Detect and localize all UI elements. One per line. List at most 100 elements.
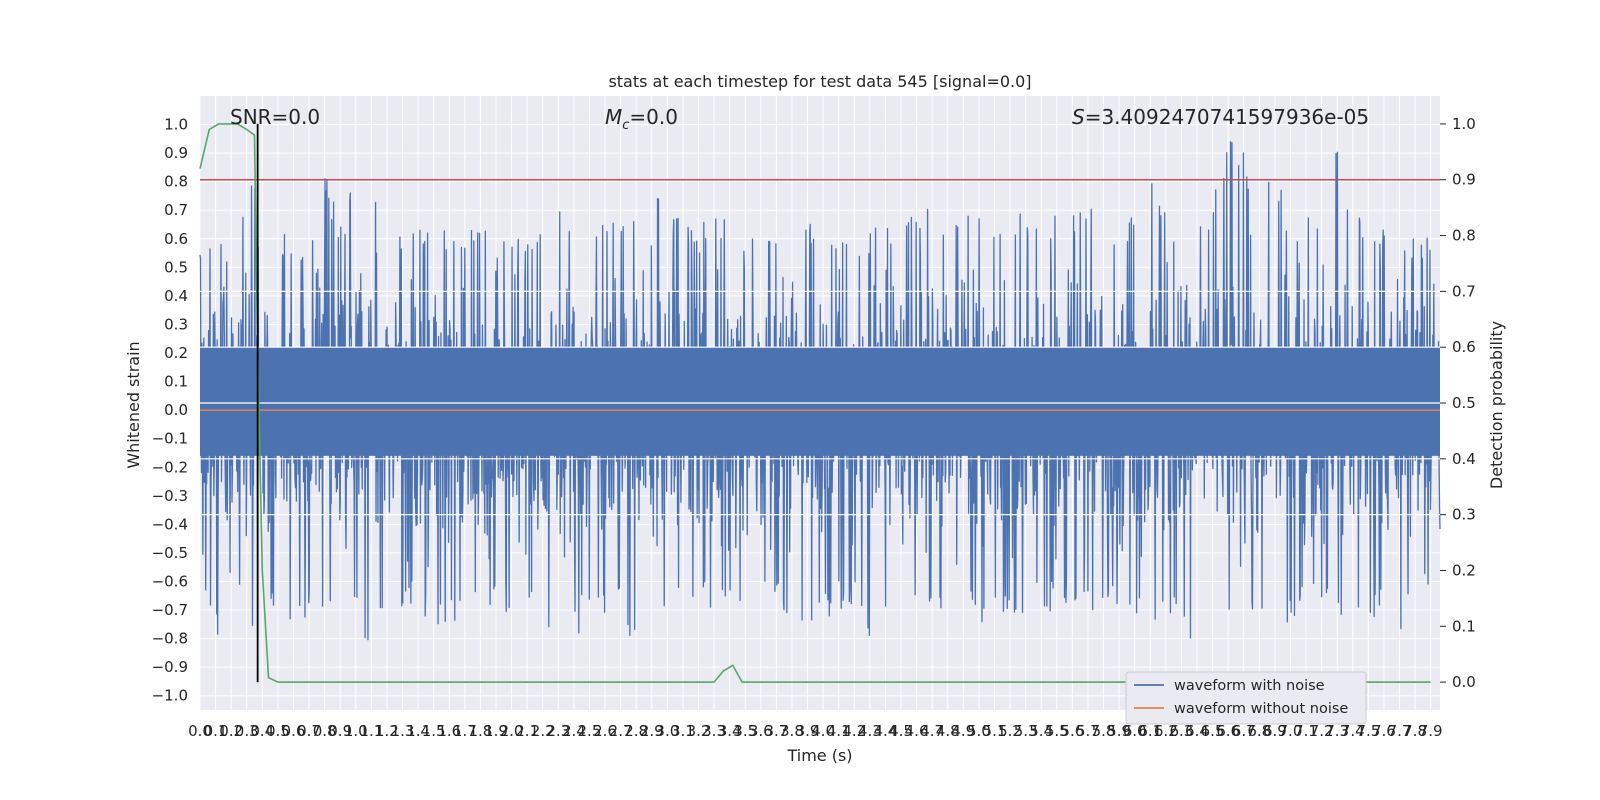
x-tick-label: 3.9 — [796, 722, 820, 740]
y-left-tick-label: −0.9 — [152, 658, 188, 676]
x-tick-label: 6.1 — [1138, 722, 1162, 740]
x-tick-label: 7.1 — [1294, 722, 1318, 740]
x-tick-label: 6.8 — [1247, 722, 1271, 740]
y-left-tick-label: −0.2 — [152, 458, 188, 476]
x-tick-label: 7.5 — [1356, 722, 1380, 740]
legend-label-with-noise: waveform with noise — [1174, 678, 1325, 694]
x-tick-label: 7.0 — [1279, 722, 1303, 740]
x-tick-label: 6.3 — [1169, 722, 1193, 740]
series-detection-probability — [199, 123, 1431, 683]
x-tick-label: 1.8 — [468, 722, 492, 740]
x-tick-label: 4.7 — [920, 722, 944, 740]
chart-title: stats at each timestep for test data 545… — [608, 72, 1031, 91]
x-tick-label: 5.7 — [1076, 722, 1100, 740]
y-left-tick-label: 0.7 — [164, 201, 188, 219]
x-tick-label: 2.9 — [640, 722, 664, 740]
x-tick-label: 2.7 — [609, 722, 633, 740]
y-left-tick-label: 0.0 — [164, 401, 188, 419]
x-tick-label: 2.1 — [515, 722, 539, 740]
y-right-tick-label: 0.5 — [1452, 394, 1476, 412]
y-right-tick-label: 0.1 — [1452, 617, 1476, 635]
x-tick-label: 1.1 — [359, 722, 383, 740]
x-tick-label: 6.4 — [1185, 722, 1209, 740]
x-tick-label: 1.7 — [453, 722, 477, 740]
x-tick-label: 1.6 — [437, 722, 461, 740]
legend-label-without-noise: waveform without noise — [1174, 701, 1348, 717]
y-left-tick-label: −0.6 — [152, 572, 188, 590]
x-tick-label: 0.2 — [219, 722, 243, 740]
x-tick-label: 4.5 — [889, 722, 913, 740]
chirp-mass-annotation: Mc=0.0 — [605, 105, 678, 133]
x-tick-label: 3.6 — [749, 722, 773, 740]
x-tick-label: 7.6 — [1372, 722, 1396, 740]
x-tick-label: 4.3 — [858, 722, 882, 740]
x-tick-label: 5.0 — [967, 722, 991, 740]
y-left-tick-label: −0.4 — [152, 515, 188, 533]
x-tick-label: 2.0 — [500, 722, 524, 740]
x-tick-label: 2.4 — [562, 722, 586, 740]
x-tick-label: 7.9 — [1419, 722, 1443, 740]
y-left-axis-label: Whitened strain — [124, 341, 143, 468]
x-tick-label: 4.1 — [827, 722, 851, 740]
y-left-tick-label: −0.3 — [152, 487, 188, 505]
x-tick-label: 0.1 — [204, 722, 228, 740]
x-tick-label: 3.5 — [733, 722, 757, 740]
legend: waveform with noise waveform without noi… — [1125, 671, 1367, 725]
x-tick-label: 0.7 — [297, 722, 321, 740]
x-tick-label: 1.9 — [484, 722, 508, 740]
y-right-tick-label: 1.0 — [1452, 115, 1476, 133]
x-tick-label: 5.9 — [1107, 722, 1131, 740]
x-tick-label: 6.2 — [1154, 722, 1178, 740]
y-left-tick-label: 0.4 — [164, 287, 188, 305]
x-tick-label: 0.0 — [188, 722, 212, 740]
y-left-tick-label: 0.5 — [164, 258, 188, 276]
x-tick-label: 0.4 — [250, 722, 274, 740]
y-left-tick-label: 0.2 — [164, 344, 188, 362]
x-tick-label: 0.8 — [313, 722, 337, 740]
x-tick-label: 1.2 — [375, 722, 399, 740]
series-waveform-with-noise — [199, 141, 1441, 641]
x-tick-label: 0.3 — [235, 722, 259, 740]
x-tick-label: 7.2 — [1310, 722, 1334, 740]
x-tick-label: 4.2 — [842, 722, 866, 740]
x-tick-label: 1.0 — [344, 722, 368, 740]
x-tick-label: 0.6 — [282, 722, 306, 740]
snr-annotation: SNR=0.0 — [230, 105, 320, 129]
y-left-tick-label: −0.1 — [152, 430, 188, 448]
x-tick-label: 6.6 — [1216, 722, 1240, 740]
x-tick-label: 6.9 — [1263, 722, 1287, 740]
y-right-tick-label: 0.6 — [1452, 338, 1476, 356]
y-right-tick-label: 0.4 — [1452, 450, 1476, 468]
x-tick-label: 3.2 — [687, 722, 711, 740]
x-tick-label: 5.8 — [1092, 722, 1116, 740]
x-tick-label: 0.5 — [266, 722, 290, 740]
x-tick-label: 7.8 — [1403, 722, 1427, 740]
x-tick-label: 4.6 — [905, 722, 929, 740]
x-tick-label: 2.5 — [578, 722, 602, 740]
x-tick-label: 4.8 — [936, 722, 960, 740]
y-right-tick-label: 0.2 — [1452, 561, 1476, 579]
x-tick-label: 0.9 — [328, 722, 352, 740]
x-tick-label: 2.3 — [546, 722, 570, 740]
y-left-tick-label: −1.0 — [152, 687, 188, 705]
x-tick-label: 3.7 — [764, 722, 788, 740]
x-tick-label: 6.5 — [1201, 722, 1225, 740]
y-right-axis-label: Detection probability — [1487, 321, 1506, 489]
y-left-tick-label: 0.6 — [164, 230, 188, 248]
x-tick-label: 1.3 — [391, 722, 415, 740]
grid-overlay — [200, 290, 1440, 516]
x-tick-label: 3.0 — [655, 722, 679, 740]
x-tick-label: 6.0 — [1123, 722, 1147, 740]
x-tick-label: 5.6 — [1060, 722, 1084, 740]
x-tick-label: 1.4 — [406, 722, 430, 740]
y-left-tick-label: 0.8 — [164, 173, 188, 191]
y-right-tick-label: 0.0 — [1452, 673, 1476, 691]
x-axis-ticks: 0.00.10.20.30.40.50.60.70.80.91.01.11.21… — [188, 722, 1443, 740]
y-right-tick-label: 0.7 — [1452, 282, 1476, 300]
x-tick-label: 3.4 — [718, 722, 742, 740]
x-tick-label: 3.8 — [780, 722, 804, 740]
y-left-tick-label: 0.3 — [164, 315, 188, 333]
x-tick-label: 5.3 — [1014, 722, 1038, 740]
y-right-tick-label: 0.8 — [1452, 227, 1476, 245]
